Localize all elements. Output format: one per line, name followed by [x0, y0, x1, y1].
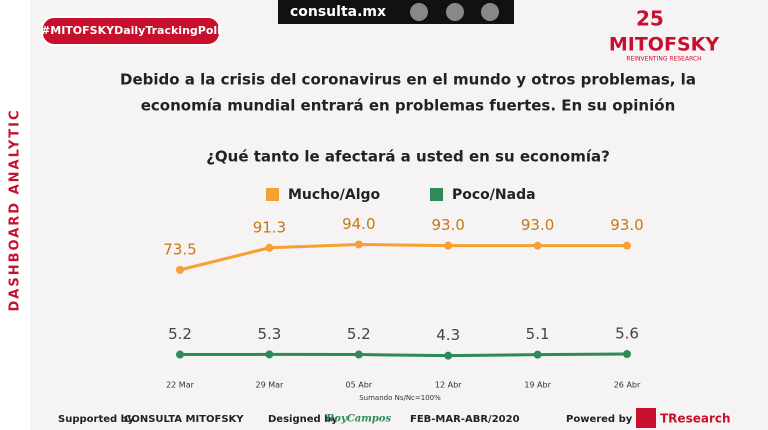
legend-swatch	[266, 188, 279, 201]
data-point	[623, 241, 631, 250]
data-point	[444, 241, 453, 250]
data-point	[354, 350, 363, 359]
data-point	[623, 350, 631, 359]
site-bar	[278, 0, 514, 24]
logo-number: 25	[636, 7, 664, 31]
logo-tagline: REINVENTING RESEARCH	[626, 56, 701, 63]
data-point	[265, 350, 274, 359]
hashtag: #MITOFSKYDailyTrackingPoll	[41, 24, 221, 37]
hashtag-badge	[41, 16, 221, 46]
logo-name: MITOFSKY	[609, 34, 719, 56]
twitter-icon[interactable]	[410, 3, 428, 21]
data-point	[176, 350, 184, 359]
data-label: 93.0	[521, 216, 554, 234]
youtube-icon[interactable]	[481, 3, 499, 21]
powered-label: Powered by	[566, 414, 633, 425]
data-label: 94.0	[342, 215, 375, 233]
powered-name: TResearch	[660, 412, 731, 426]
series-line	[179, 242, 627, 272]
designed-label: Designed by	[268, 414, 338, 425]
chart-subtitle: ¿Qué tanto le afectará a usted en su eco…	[206, 148, 610, 166]
tresearch-icon	[636, 408, 656, 428]
data-point	[533, 241, 542, 250]
data-point	[176, 265, 184, 274]
legend-label: Poco/Nada	[452, 187, 536, 203]
facebook-icon[interactable]	[446, 3, 464, 21]
x-tick-label: 22 Mar	[166, 381, 195, 390]
data-point	[265, 243, 274, 252]
x-tick-label: 29 Mar	[255, 381, 284, 390]
chart-title: Debido a la crisis del coronavirus en el…	[120, 71, 696, 89]
data-label: 4.3	[436, 326, 460, 344]
x-tick-label: 12 Abr	[435, 381, 462, 390]
data-point	[354, 240, 363, 249]
side-strip	[0, 0, 30, 430]
data-label: 5.6	[615, 325, 639, 343]
period: FEB-MAR-ABR/2020	[410, 414, 520, 425]
x-tick-label: 19 Abr	[524, 381, 551, 390]
chart-title: economía mundial entrará en problemas fu…	[141, 97, 676, 115]
legend-swatch	[430, 188, 443, 201]
supported-label: Supported by	[58, 414, 135, 425]
data-label: 93.0	[431, 216, 464, 234]
site: consulta.mx	[290, 4, 386, 20]
side-label: DASHBOARD ANALYTIC	[8, 108, 23, 311]
x-tick-label: 26 Abr	[614, 381, 641, 390]
annotation: Sumando Ns/Nc=100%	[359, 394, 441, 402]
legend-label: Mucho/Algo	[288, 187, 381, 203]
designer: RoyCampos	[325, 414, 391, 425]
data-label: 5.1	[526, 325, 550, 343]
data-point	[533, 350, 542, 359]
data-label: 5.2	[168, 325, 192, 343]
data-label: 91.3	[253, 218, 286, 236]
data-point	[444, 351, 453, 360]
data-label: 5.3	[257, 325, 281, 343]
supported-name: CONSULTA MITOFSKY	[124, 414, 244, 425]
x-tick-label: 05 Abr	[346, 381, 373, 390]
data-label: 73.5	[163, 240, 196, 258]
data-label: 93.0	[610, 216, 643, 234]
series-line	[179, 352, 628, 358]
data-label: 5.2	[347, 325, 371, 343]
